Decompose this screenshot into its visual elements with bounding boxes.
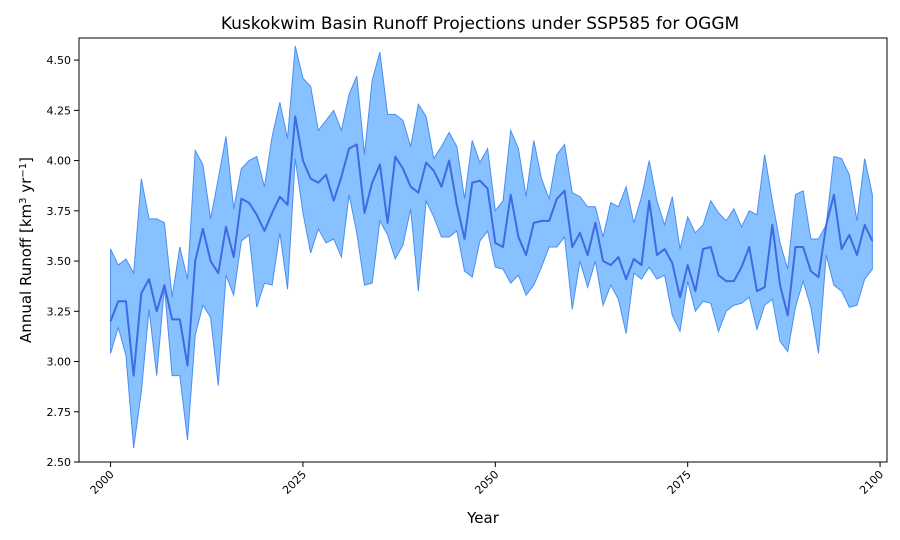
x-tick-label: 2075 [665, 468, 694, 497]
y-tick-label: 4.25 [47, 104, 72, 117]
x-tick-label: 2025 [280, 468, 309, 497]
y-tick-label: 3.75 [47, 205, 72, 218]
y-axis-title-sup1: 3 [18, 197, 29, 203]
y-axis-title: Annual Runoff [km3 yr−1] [17, 157, 35, 343]
mean-runoff-line [109, 115, 874, 377]
y-tick-label: 2.50 [47, 456, 72, 469]
x-axis-title: Year [466, 509, 500, 527]
plot-frame [78, 37, 888, 463]
y-axis-title-sup2: −1 [18, 163, 29, 178]
chart-title: Kuskokwim Basin Runoff Projections under… [221, 14, 739, 34]
x-axis: 2000 2025 2050 2075 2100 [88, 462, 886, 497]
y-axis: 2.50 2.75 3.00 3.25 3.50 3.75 4.00 4.25 4.50 [47, 54, 79, 469]
y-tick-label: 3.50 [47, 255, 72, 268]
y-axis-title-mid: yr [17, 177, 35, 198]
y-tick-label: 4.50 [47, 54, 72, 67]
y-tick-label: 4.00 [47, 155, 72, 168]
plot-area [109, 45, 874, 448]
x-tick-label: 2100 [857, 468, 886, 497]
y-tick-label: 2.75 [47, 406, 72, 419]
y-tick-label: 3.00 [47, 356, 72, 369]
y-axis-title-base: Annual Runoff [km [17, 204, 35, 343]
y-tick-label: 3.25 [47, 305, 72, 318]
x-tick-label: 2050 [472, 468, 501, 497]
uncertainty-band [110, 45, 873, 448]
x-tick-label: 2000 [88, 468, 117, 497]
y-axis-title-end: ] [17, 157, 35, 163]
